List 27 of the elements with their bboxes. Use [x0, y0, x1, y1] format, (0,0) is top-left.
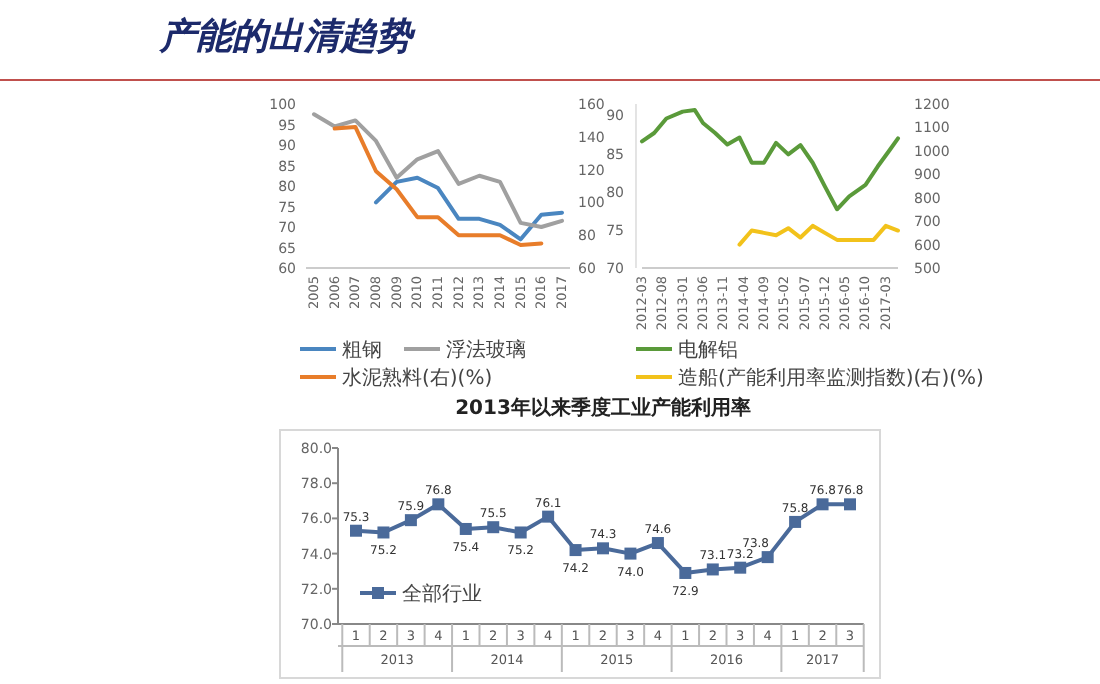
point: [542, 510, 555, 523]
point: [734, 561, 747, 574]
point: [487, 521, 500, 534]
point: [651, 537, 664, 550]
point: [789, 515, 802, 528]
point: [459, 522, 472, 535]
title: 产能的出清趋势: [160, 16, 412, 58]
point: [404, 514, 417, 527]
legend-label: 造船(产能利用率监测指数)(右)(%): [678, 366, 985, 390]
point: [350, 524, 362, 537]
legend-label: 全部行业: [402, 582, 482, 606]
point: [569, 544, 582, 557]
point: [816, 498, 829, 511]
legend-label: 粗钢: [342, 340, 382, 362]
legend-label: 电解铝: [678, 338, 738, 362]
point: [597, 542, 609, 555]
legend-label: 水泥熟料(右)(%): [342, 366, 493, 390]
point: [624, 547, 637, 560]
point: [706, 563, 719, 576]
chart-title: 2013年以来季度工业产能利用率: [455, 396, 751, 420]
point: [432, 498, 445, 511]
point: [514, 526, 527, 539]
point: [844, 498, 856, 511]
point: [679, 566, 692, 579]
legend-label: 浮法玻璃: [446, 338, 526, 362]
point: [377, 526, 390, 539]
point: [761, 551, 774, 564]
